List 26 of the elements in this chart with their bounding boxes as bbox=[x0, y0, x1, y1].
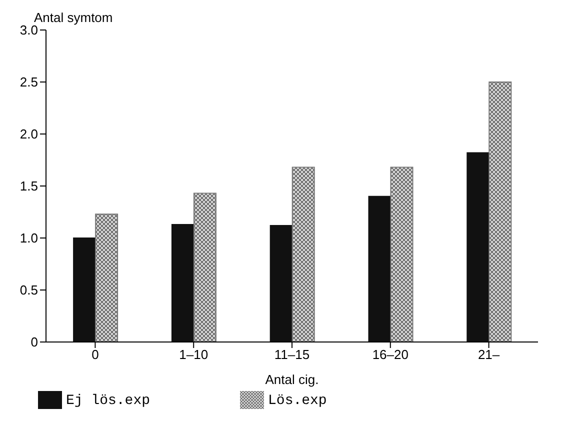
y-axis-title: Antal symtom bbox=[34, 10, 113, 25]
y-tick-label: 1.0 bbox=[20, 230, 38, 246]
x-tick-label: 16–20 bbox=[372, 347, 408, 362]
legend-label: Ej lös.exp bbox=[66, 392, 150, 409]
legend-label: Lös.exp bbox=[268, 392, 327, 409]
x-tick-label: 11–15 bbox=[274, 347, 310, 362]
x-tick-label: 0 bbox=[92, 347, 99, 362]
x-tick-label: 1–10 bbox=[179, 347, 208, 362]
y-tick-label: 3.0 bbox=[20, 22, 38, 38]
x-tick-label: 21– bbox=[478, 347, 500, 362]
x-axis-title: Antal cig. bbox=[265, 372, 319, 387]
y-tick-label: 2.5 bbox=[20, 74, 38, 90]
bar bbox=[171, 224, 194, 342]
y-tick-label: 0 bbox=[30, 334, 38, 350]
y-tick-label: 1.5 bbox=[20, 178, 38, 194]
bar bbox=[466, 152, 490, 342]
bar bbox=[368, 196, 392, 342]
bar bbox=[270, 225, 293, 342]
y-tick-label: 0.5 bbox=[20, 282, 38, 298]
bar bbox=[292, 166, 315, 342]
bar bbox=[95, 214, 118, 342]
bar bbox=[193, 192, 216, 342]
bar bbox=[488, 82, 512, 342]
bar bbox=[73, 238, 96, 342]
bar bbox=[390, 166, 414, 342]
y-tick-label: 2.0 bbox=[20, 126, 38, 142]
